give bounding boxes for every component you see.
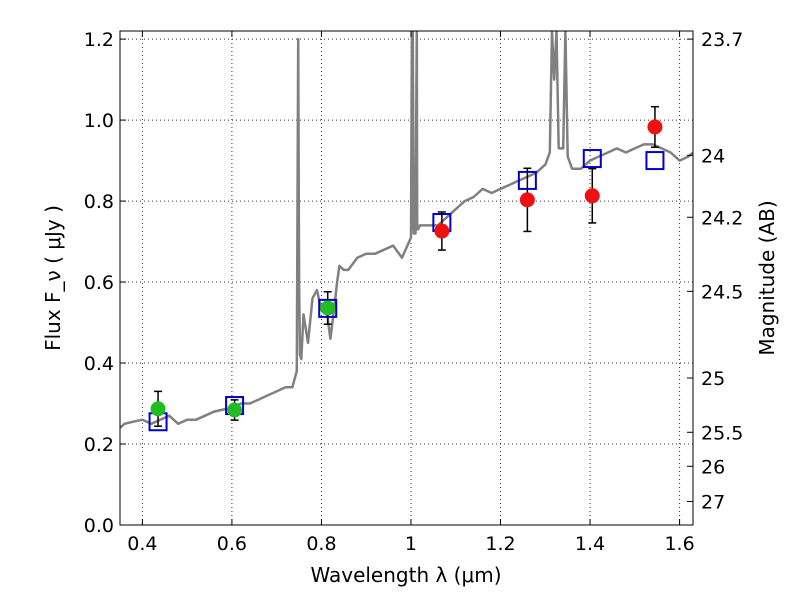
x-tick-label: 0.6	[217, 533, 247, 555]
x-tick-label: 0.4	[127, 533, 157, 555]
observed-optical-point	[150, 401, 166, 417]
y-tick-label: 1.0	[84, 110, 114, 132]
y-tick-label: 0.8	[84, 191, 114, 213]
data-layer	[120, 31, 693, 432]
y2-tick-label: 24.2	[701, 207, 743, 229]
ticks: 0.4 0.6 0.8 1 1.2 1.4 1.6 0.0 0.2 0.4 0.6 0.8 1.0 1.2…	[84, 29, 744, 555]
observed-nir-point	[584, 188, 600, 204]
y2-tick-label: 23.7	[701, 29, 743, 51]
model-photometry-square	[645, 151, 665, 171]
y2-tick-label: 26	[701, 456, 725, 478]
x-axis-label: Wavelength λ (μm)	[310, 563, 501, 587]
observed-optical-point	[320, 300, 336, 316]
x-tick-label: 0.8	[306, 533, 336, 555]
plot-frame	[119, 30, 694, 526]
observed-nir-point	[519, 192, 535, 208]
y-tick-label: 0.6	[84, 272, 114, 294]
y-tick-label: 0.0	[84, 515, 114, 537]
y2-tick-label: 24	[701, 145, 725, 167]
y-tick-label: 1.2	[84, 29, 114, 51]
y-axis-label: Flux F_ν ( μJy )	[41, 205, 65, 351]
y2-tick-label: 24.5	[701, 281, 743, 303]
y2-axis-label: Magnitude (AB)	[755, 200, 779, 355]
model-photometry-square	[582, 149, 602, 169]
spectrum-line	[120, 31, 693, 429]
observed-nir-point	[647, 119, 663, 135]
y2-tick-label: 25	[701, 368, 725, 390]
observed-nir-point	[434, 223, 450, 239]
x-tick-label: 1	[405, 533, 417, 555]
y-tick-label: 0.2	[84, 434, 114, 456]
y2-tick-label: 25.5	[701, 422, 743, 444]
y-tick-label: 0.4	[84, 353, 114, 375]
x-tick-label: 1.2	[485, 533, 515, 555]
x-tick-label: 1.4	[575, 533, 605, 555]
x-tick-label: 1.6	[664, 533, 694, 555]
y2-tick-label: 27	[701, 492, 725, 514]
observed-optical-point	[227, 402, 243, 418]
